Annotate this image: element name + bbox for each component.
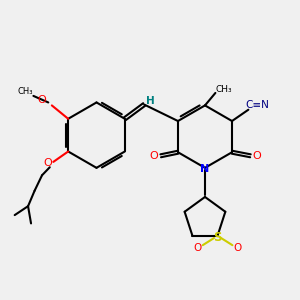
Text: S: S bbox=[213, 231, 222, 244]
Text: CH₃: CH₃ bbox=[215, 85, 232, 94]
Text: H: H bbox=[146, 96, 155, 106]
Text: N: N bbox=[200, 164, 210, 174]
Text: O: O bbox=[150, 151, 159, 161]
Text: O: O bbox=[253, 151, 261, 161]
Text: O: O bbox=[234, 243, 242, 253]
Text: O: O bbox=[44, 158, 52, 168]
Text: C≡N: C≡N bbox=[245, 100, 269, 110]
Text: O: O bbox=[193, 243, 202, 253]
Text: CH₃: CH₃ bbox=[17, 87, 33, 96]
Text: O: O bbox=[37, 95, 46, 105]
